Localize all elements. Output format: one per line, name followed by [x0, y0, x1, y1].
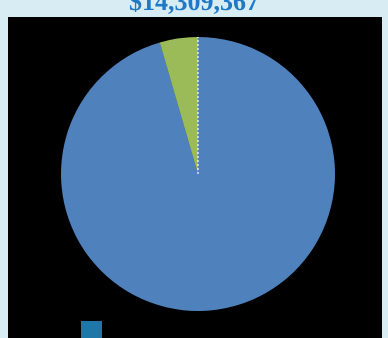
legend-swatch: [81, 321, 102, 338]
pie-slice-2: [159, 37, 198, 174]
headline-amount: $14,309,367: [129, 0, 259, 16]
chart-panel: [8, 17, 382, 338]
pie-chart: [60, 37, 335, 311]
